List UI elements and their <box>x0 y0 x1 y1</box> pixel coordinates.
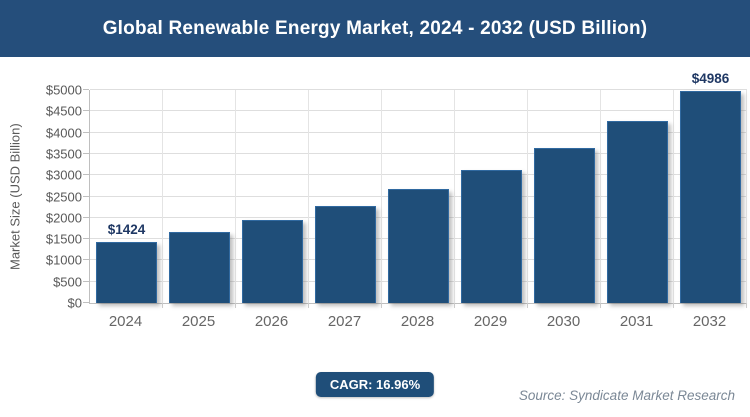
y-axis-tick-label: $2000 <box>45 210 82 226</box>
y-axis-tick-label: $2500 <box>45 189 82 204</box>
vertical-gridline <box>307 90 309 303</box>
y-axis-tickmark <box>83 302 89 303</box>
y-axis-tick-label: $0 <box>67 295 82 311</box>
horizontal-gridline <box>90 110 747 112</box>
x-axis-tickmark <box>380 303 382 308</box>
y-axis-tick-labels: $0 $500 $1000 $1500 $2000 $2500 $3000 $3500 $400… <box>0 84 82 310</box>
x-axis-label-2029: 2029 <box>473 313 508 330</box>
x-axis-tickmark <box>454 303 455 308</box>
vertical-gridline <box>600 90 601 303</box>
x-axis-label-2024: 2024 <box>108 313 143 330</box>
y-axis-tick-label: $1000 <box>45 252 82 268</box>
x-axis-tickmark <box>161 303 163 308</box>
chart-title: Global Renewable Energy Market, 2024 - 2… <box>102 17 648 39</box>
x-axis-tickmark <box>307 303 309 308</box>
bar-2032 <box>679 90 742 303</box>
y-axis-tickmark <box>83 280 89 282</box>
x-axis-label-2030: 2030 <box>546 313 581 330</box>
x-axis-label-2027: 2027 <box>327 313 362 330</box>
vertical-gridline <box>380 90 382 303</box>
vertical-gridline <box>161 90 163 303</box>
bar-2028 <box>387 189 450 303</box>
vertical-gridline <box>526 90 528 303</box>
source-attribution: Source: Syndicate Market Research <box>518 388 735 403</box>
y-axis-tickmark <box>83 131 89 133</box>
horizontal-gridline <box>90 152 747 154</box>
y-axis-tickmark <box>83 152 89 154</box>
y-axis-tick-label: $1500 <box>45 231 82 247</box>
x-axis-label-2026: 2026 <box>254 313 289 330</box>
y-axis-tickmark <box>83 110 89 112</box>
x-axis-tickmark <box>600 303 601 308</box>
horizontal-gridline <box>90 174 747 176</box>
y-axis-tick-label: $4500 <box>45 103 82 119</box>
vertical-gridline <box>672 90 674 303</box>
horizontal-gridline <box>90 89 747 90</box>
vertical-gridline <box>454 90 455 303</box>
x-axis-label-2031: 2031 <box>619 313 654 330</box>
bar-value-label-2032: $4986 <box>691 70 730 86</box>
vertical-gridline <box>746 90 747 303</box>
y-axis-tickmark <box>83 238 89 240</box>
bar-2026 <box>241 220 304 303</box>
x-axis-labels: 2024 2025 2026 2027 2028 2029 2030 2031 2032 <box>89 313 746 330</box>
x-axis-label-2025: 2025 <box>181 313 216 330</box>
bar-2027 <box>314 205 377 303</box>
y-axis-tick-label: $500 <box>53 274 82 290</box>
x-axis-tickmark <box>526 303 528 308</box>
cagr-badge: CAGR: 16.96% <box>315 372 435 397</box>
y-axis-tickmark <box>83 89 89 90</box>
y-axis-tick-label: $3500 <box>45 146 82 162</box>
bar-2025 <box>168 232 231 303</box>
y-axis-tick-label: $4000 <box>45 125 82 141</box>
x-axis-label-2028: 2028 <box>400 313 435 330</box>
x-axis-tickmark <box>672 303 674 308</box>
bar-2029 <box>460 170 523 303</box>
y-axis-tickmark <box>83 216 89 218</box>
y-axis-tick-label: $3000 <box>45 167 82 183</box>
y-axis-tickmark <box>83 174 89 176</box>
horizontal-gridline <box>90 131 747 133</box>
x-axis-label-2032: 2032 <box>692 313 727 330</box>
bar-value-label-2024: $1424 <box>107 222 146 238</box>
bar-2024 <box>95 242 158 303</box>
chart-title-bar: Global Renewable Energy Market, 2024 - 2… <box>0 0 750 57</box>
bar-chart-plot-area: $1424 $4986 <box>83 71 747 308</box>
y-axis-tick-label: $5000 <box>45 82 82 98</box>
y-axis-tickmark <box>83 259 89 261</box>
y-axis-tickmark <box>83 195 89 197</box>
x-axis-tickmark <box>234 303 236 308</box>
x-axis-tickmark <box>746 303 747 308</box>
bar-2031 <box>606 121 669 303</box>
vertical-gridline <box>234 90 236 303</box>
bar-2030 <box>533 147 596 303</box>
